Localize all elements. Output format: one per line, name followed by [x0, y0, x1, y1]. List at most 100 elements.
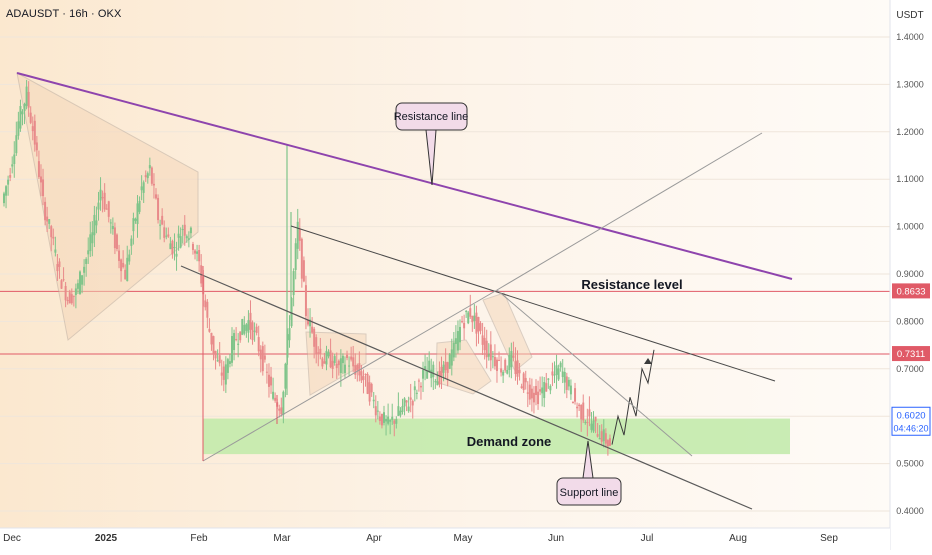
candle-body — [391, 416, 394, 420]
candle-body — [321, 358, 324, 367]
candle-body — [354, 365, 357, 375]
candle-body — [442, 364, 445, 373]
candle-body — [481, 335, 484, 345]
candle-body — [598, 438, 601, 440]
candle-body — [309, 319, 312, 327]
candle-body — [341, 355, 344, 364]
last-price-tag — [891, 406, 931, 436]
candle-body — [487, 354, 490, 357]
candle-body — [103, 192, 106, 210]
countdown-text: 04:46:20 — [893, 423, 928, 433]
candle-body — [424, 366, 427, 370]
candle-body — [118, 250, 121, 261]
candle-body — [600, 431, 603, 442]
candle-body — [282, 391, 285, 415]
x-tick-label: Sep — [820, 533, 838, 544]
candle-body — [298, 228, 301, 241]
candle-body — [518, 369, 521, 374]
candle-body — [471, 315, 474, 323]
candle-body — [280, 407, 283, 415]
candle-body — [292, 271, 295, 296]
candle-body — [294, 243, 297, 270]
candle-body — [228, 361, 231, 364]
candle-body — [111, 225, 114, 230]
candle-body — [284, 363, 287, 389]
candle-body — [498, 359, 501, 361]
candle-body — [378, 416, 381, 422]
candle-body — [187, 238, 190, 240]
candle-body — [247, 320, 250, 333]
candle-body — [87, 250, 90, 255]
candle-body — [452, 342, 455, 358]
candle-body — [434, 381, 437, 383]
candle-body — [42, 179, 45, 197]
candle-body — [109, 222, 112, 224]
candle-body — [528, 384, 531, 400]
candle-body — [177, 233, 180, 238]
candle-body — [191, 244, 194, 250]
x-tick-label: May — [454, 533, 473, 544]
candle-body — [547, 378, 550, 380]
candle-body — [7, 179, 10, 185]
candle-body — [405, 400, 408, 403]
candle-body — [136, 203, 139, 225]
y-tick-label: 1.4000 — [896, 32, 924, 42]
candle-body — [582, 402, 585, 421]
resistance-line-label: Resistance line — [394, 111, 469, 123]
candle-body — [25, 86, 28, 106]
annotations: Resistance line Resistance level Demand zo… — [394, 102, 683, 506]
candle-body — [58, 261, 61, 267]
candle-body — [323, 361, 326, 364]
price-level-tag-text: 0.7311 — [897, 349, 925, 360]
candle-body — [411, 400, 414, 406]
candle-body — [272, 391, 275, 399]
candle-body — [510, 351, 513, 368]
candle-body — [83, 266, 86, 273]
candle-body — [64, 285, 67, 301]
candle-body — [346, 354, 349, 359]
candle-body — [477, 317, 480, 332]
support-line-label: Support line — [560, 487, 619, 499]
candle-body — [473, 315, 476, 321]
candle-body — [565, 376, 568, 390]
candle-body — [85, 258, 88, 264]
candle-body — [500, 368, 503, 373]
candle-body — [374, 406, 377, 416]
candle-body — [189, 227, 192, 234]
candle-body — [380, 413, 383, 426]
candle-body — [212, 336, 215, 354]
candle-body — [5, 186, 8, 196]
candle-body — [245, 324, 248, 331]
candle-body — [62, 279, 65, 281]
candles — [3, 79, 611, 456]
candle-body — [504, 359, 507, 371]
candle-body — [226, 359, 229, 373]
candle-body — [559, 362, 562, 368]
candle-body — [21, 111, 24, 115]
candle-body — [274, 397, 277, 401]
candle-body — [592, 420, 595, 432]
candle-body — [395, 419, 398, 424]
candle-body — [9, 175, 12, 178]
symbol-title: ADAUSDT · 16h · OKX — [6, 8, 122, 20]
candle-body — [440, 366, 443, 377]
y-tick-label: 0.9000 — [896, 269, 924, 279]
candle-body — [214, 350, 217, 359]
candle-body — [563, 372, 566, 383]
candle-body — [146, 173, 149, 179]
time-axis-bg — [0, 528, 890, 550]
candle-body — [350, 356, 353, 360]
candle-body — [545, 383, 548, 392]
y-tick-label: 0.7000 — [896, 364, 924, 374]
candle-body — [489, 344, 492, 361]
candle-body — [343, 364, 346, 374]
candle-body — [422, 369, 425, 379]
candle-body — [407, 406, 410, 412]
candle-body — [366, 374, 369, 394]
candle-body — [11, 164, 14, 167]
y-tick-label: 1.0000 — [896, 222, 924, 232]
candle-body — [428, 360, 431, 372]
candle-body — [569, 385, 572, 395]
